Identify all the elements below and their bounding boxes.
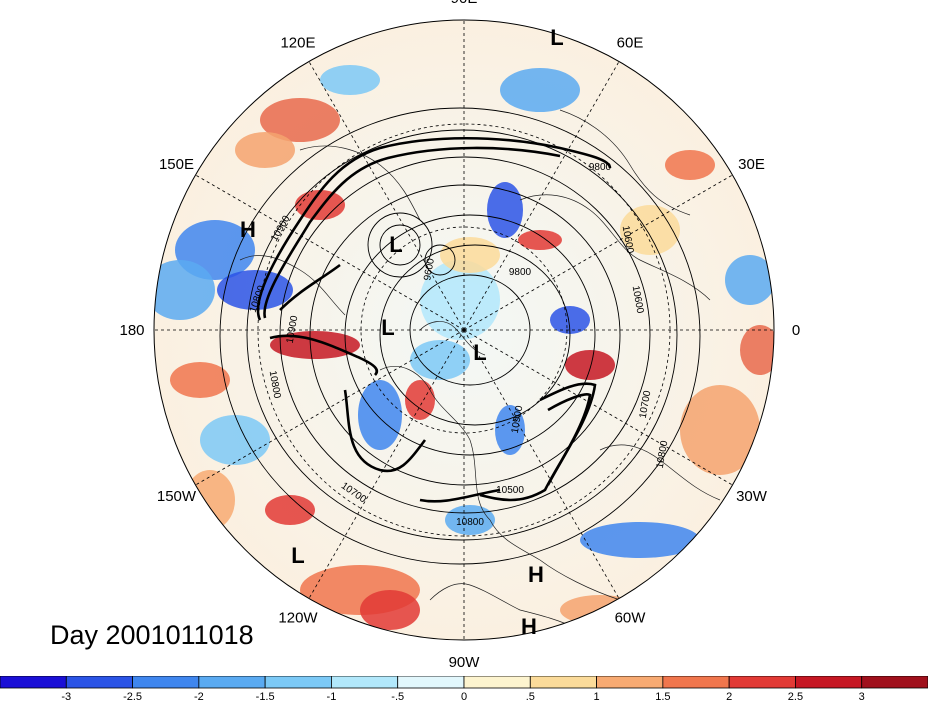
longitude-label: 120E [280,34,315,51]
longitude-label: 30W [736,488,768,505]
colorbar-tick-label: 2.5 [788,691,803,702]
colorbar-tick-label: -2 [194,691,204,702]
colorbar-tick-label: 1.5 [655,691,670,702]
colorbar-swatch [795,676,863,689]
map-boundary [153,19,775,641]
low-pressure-marker: L [291,543,304,568]
colorbar-swatch [397,676,465,689]
height-contours [219,107,701,565]
contour-label: 10900 [285,314,301,344]
longitude-label: 120W [278,610,318,627]
colorbar-tick-label: .5 [526,691,535,702]
longitude-label: 60E [617,34,644,51]
colorbar-swatch [596,676,664,689]
colorbar-swatch [331,676,399,689]
longitude-label: 90W [449,654,481,671]
colorbar-tick-label: -1 [327,691,337,702]
contour-label: 10700 [638,389,654,419]
colorbar-tick-label: 0 [461,691,467,702]
colorbar-swatch [463,676,531,689]
longitude-label: 30E [738,156,765,173]
colorbar-swatch [132,676,200,689]
colorbar-swatch [861,676,928,689]
longitude-label: 90E [451,0,478,7]
colorbar-tick-label: 1 [594,691,600,702]
colorbar-tick-label: -1.5 [256,691,275,702]
colorbar: -3 -2.5 -2 -1.5 -1 -.5 0 .5 1 1.5 2 2.5 3 [0,676,928,702]
colorbar-swatch [728,676,796,689]
colorbar-swatch [65,676,133,689]
high-pressure-marker: H [521,614,537,639]
contour-label: 10600 [620,225,636,255]
high-pressure-marker: H [528,562,544,587]
colorbar-tick-label: 2 [726,691,732,702]
contour-label: 10800 [456,517,484,528]
longitude-label: 150E [159,156,194,173]
colorbar-tick-label: -3 [61,691,71,702]
page-title: Day 2001011018 [50,620,254,650]
low-pressure-marker: L [550,25,563,50]
colorbar-swatch [264,676,332,689]
contour-label: 10600 [630,285,646,315]
longitude-label: 150W [157,488,197,505]
colorbar-tick-label: 3 [859,691,865,702]
coastlines [239,109,721,631]
colorbar-tick-label: -2.5 [123,691,142,702]
low-pressure-marker: L [473,340,486,365]
low-pressure-marker: L [381,315,394,340]
contour-label: 10800 [655,439,671,469]
longitude-labels: 90E 60E 30E 0 30W 60W 90W 120W 150W 180 150E 120E [119,0,800,671]
contour-label: 10800 [267,370,283,400]
colorbar-tick-label: -.5 [391,691,404,702]
longitude-label: 60W [615,610,647,627]
colorbar-swatch [198,676,266,689]
high-pressure-marker: H [240,217,256,242]
colorbar-swatch [0,676,67,689]
graticule [154,20,774,640]
colorbar-swatch [662,676,730,689]
longitude-label: 0 [792,322,800,339]
contour-label: 9800 [589,162,612,173]
longitude-label: 180 [119,322,144,339]
colorbar-swatch [529,676,597,689]
contour-label: 10500 [496,485,524,496]
low-pressure-marker: L [389,232,402,257]
pressure-markers: L H L L L L H H [240,25,564,639]
contour-label: 9600 [422,257,437,281]
contour-label: 10900 [510,404,526,434]
contour-label: 9800 [509,267,532,278]
